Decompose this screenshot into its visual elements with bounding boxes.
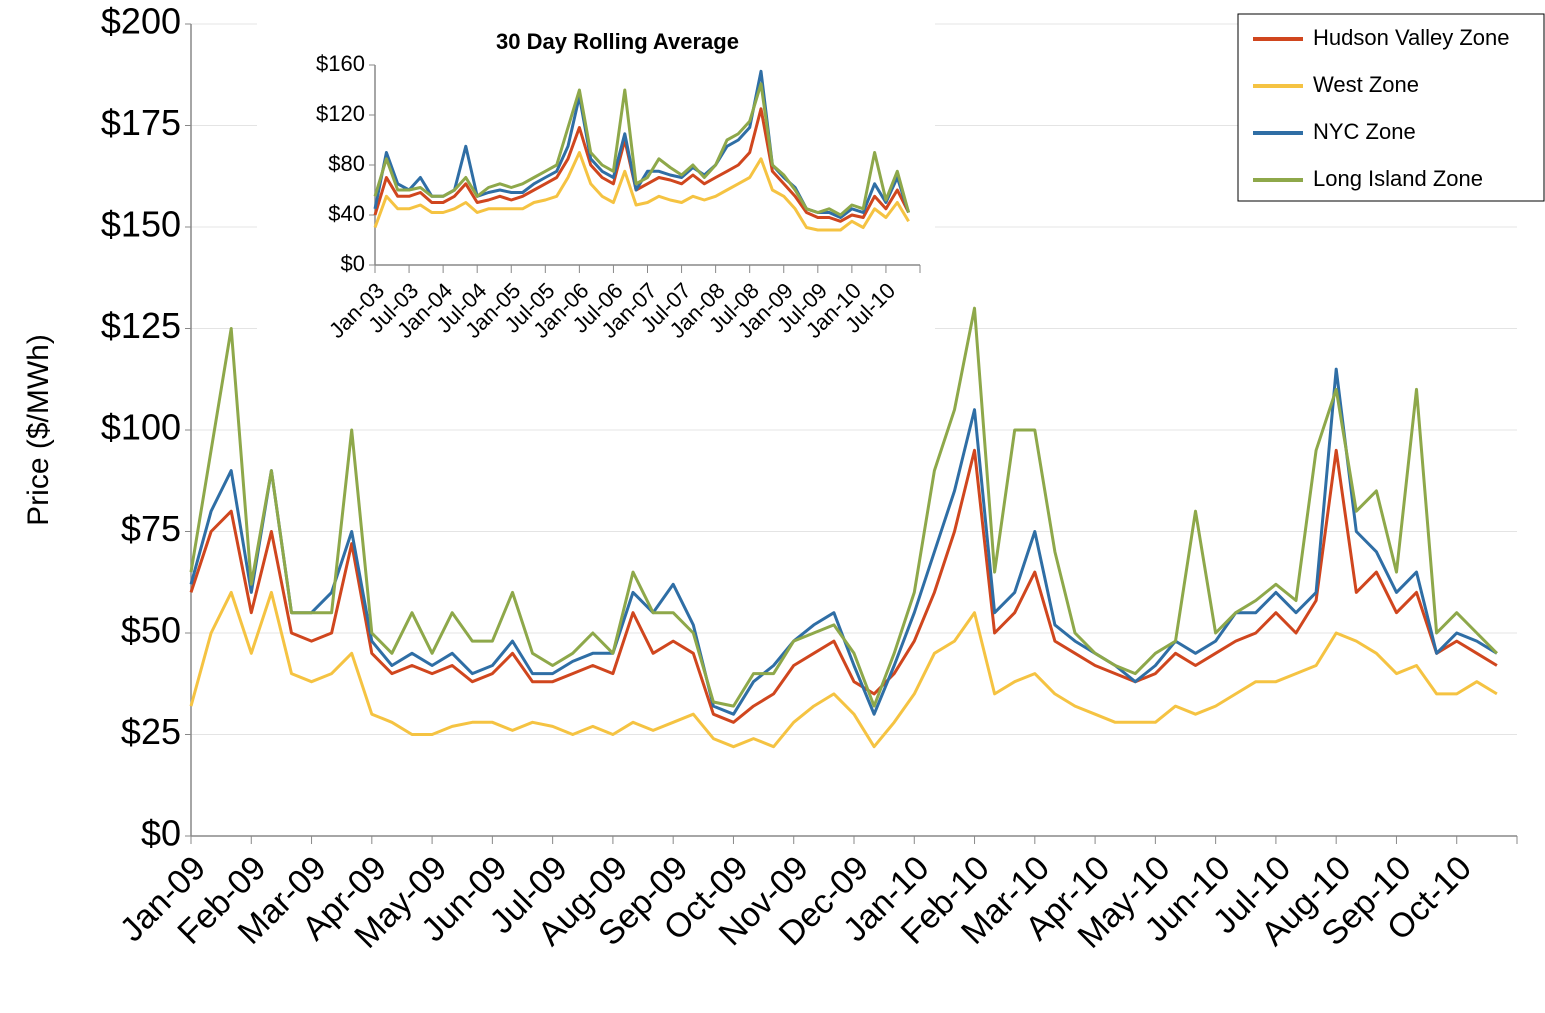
- line-series: [189, 590, 1498, 749]
- y-tick-label: $40: [328, 201, 365, 226]
- y-tick-label: $25: [121, 711, 181, 752]
- legend-label: NYC Zone: [1313, 119, 1416, 144]
- line-series: [373, 82, 911, 217]
- y-tick-label: $125: [101, 305, 181, 346]
- line-series: [189, 306, 1498, 708]
- legend-label: West Zone: [1313, 72, 1419, 97]
- legend-label: Long Island Zone: [1313, 166, 1483, 191]
- y-axis-title: Price ($/MWh): [22, 334, 55, 526]
- y-tick-label: $150: [101, 204, 181, 245]
- y-tick-label: $175: [101, 102, 181, 143]
- y-tick-label: $50: [121, 610, 181, 651]
- y-tick-label: $75: [121, 508, 181, 549]
- chart-title: 30 Day Rolling Average: [496, 29, 739, 54]
- line-series: [373, 107, 910, 223]
- y-tick-label: $100: [101, 407, 181, 448]
- y-tick-label: $120: [316, 101, 365, 126]
- y-tick-label: $80: [328, 151, 365, 176]
- inset-background: [257, 0, 935, 395]
- legend-label: Hudson Valley Zone: [1313, 25, 1510, 50]
- y-tick-label: $200: [101, 1, 181, 42]
- legend-box: [1237, 13, 1545, 202]
- y-tick-label: $0: [341, 251, 365, 276]
- line-series: [373, 151, 910, 232]
- y-tick-label: $0: [141, 813, 181, 854]
- y-tick-label: $160: [316, 51, 365, 76]
- line-series: [189, 448, 1498, 724]
